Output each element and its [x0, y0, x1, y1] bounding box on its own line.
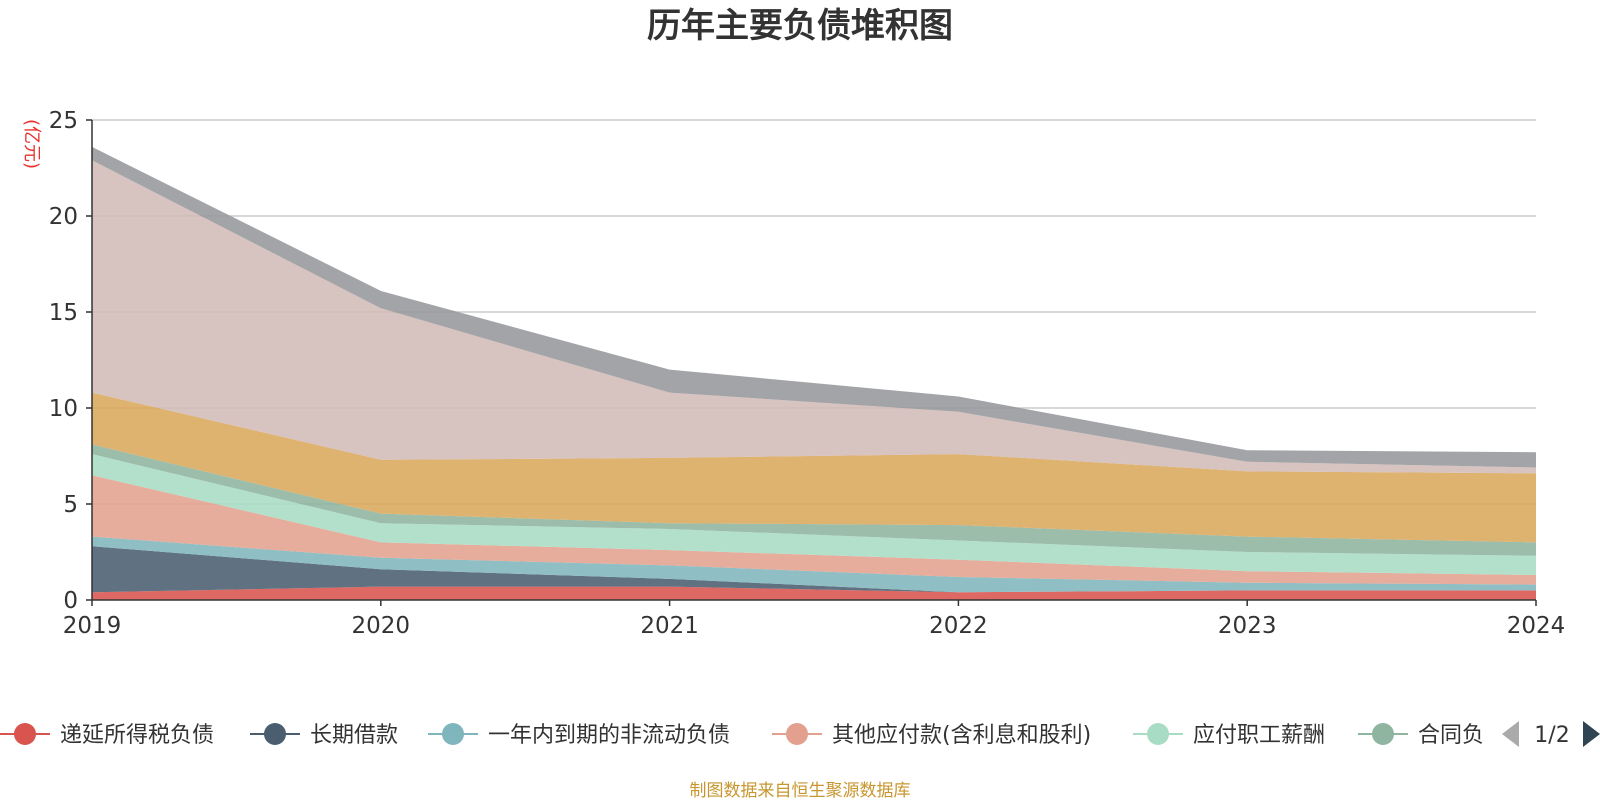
y-tick-label: 25 — [49, 108, 78, 134]
x-tick-label: 2023 — [1218, 613, 1277, 639]
y-tick-label: 0 — [63, 588, 78, 614]
y-tick-label: 5 — [63, 492, 78, 518]
legend-item[interactable]: 一年内到期的非流动负债 — [428, 723, 730, 748]
legend-items: 递延所得税负债 长期借款 一年内到期的非流动负债 其他应付款(含利息和股利) 应付职工薪… — [0, 723, 1506, 748]
legend-circle-marker — [1372, 723, 1394, 745]
legend-label: 一年内到期的非流动负债 — [488, 723, 730, 748]
legend-label: 其他应付款(含利息和股利) — [832, 723, 1091, 748]
legend-circle-marker — [14, 723, 36, 745]
y-axis-unit: (亿元) — [21, 119, 42, 169]
legend-label: 应付职工薪酬 — [1193, 723, 1325, 748]
legend-label: 递延所得税负债 — [60, 723, 214, 748]
area-series-4 — [92, 454, 1536, 575]
legend[interactable]: 递延所得税负债 长期借款 一年内到期的非流动负债 其他应付款(含利息和股利) 应付职工薪… — [0, 721, 1600, 748]
legend-item[interactable]: 递延所得税负债 — [0, 723, 214, 748]
area-series-5 — [92, 444, 1536, 556]
axes: 0 5 10 15 20 25 2019 2020 2021 2022 2023 2024 — [49, 108, 1566, 639]
x-tick-label: 2024 — [1507, 613, 1566, 639]
y-tick-label: 10 — [49, 396, 78, 422]
y-tick-label: 15 — [49, 300, 78, 326]
area-series-1 — [92, 546, 1536, 593]
area-series-3 — [92, 475, 1536, 585]
y-tick-label: 20 — [49, 204, 78, 230]
area-series-0 — [92, 586, 1536, 600]
chart-title: 历年主要负债堆积图 — [647, 6, 953, 46]
legend-label: 合同负债 — [1418, 723, 1506, 748]
legend-item[interactable]: 长期借款 — [250, 723, 398, 748]
legend-item[interactable]: 其他应付款(含利息和股利) — [772, 723, 1091, 748]
source-note: 制图数据来自恒生聚源数据库 — [690, 781, 911, 800]
x-tick-label: 2021 — [640, 613, 699, 639]
legend-prev-arrow-icon[interactable] — [1502, 721, 1519, 747]
legend-circle-marker — [786, 723, 808, 745]
legend-label: 长期借款 — [310, 723, 398, 748]
stacked-areas — [92, 146, 1536, 600]
area-series-7 — [92, 160, 1536, 474]
area-series-2 — [92, 536, 1536, 593]
legend-circle-marker — [1147, 723, 1169, 745]
x-tick-label: 2019 — [63, 613, 122, 639]
area-series-8 — [92, 146, 1536, 468]
legend-item[interactable]: 应付职工薪酬 — [1133, 723, 1325, 748]
legend-page-indicator: 1/2 — [1534, 723, 1569, 748]
area-series-6 — [92, 392, 1536, 543]
legend-item[interactable]: 合同负债 — [1358, 723, 1506, 748]
x-tick-label: 2020 — [352, 613, 411, 639]
legend-next-arrow-icon[interactable] — [1583, 721, 1600, 747]
legend-circle-marker — [442, 723, 464, 745]
x-tick-label: 2022 — [929, 613, 988, 639]
legend-circle-marker — [264, 723, 286, 745]
